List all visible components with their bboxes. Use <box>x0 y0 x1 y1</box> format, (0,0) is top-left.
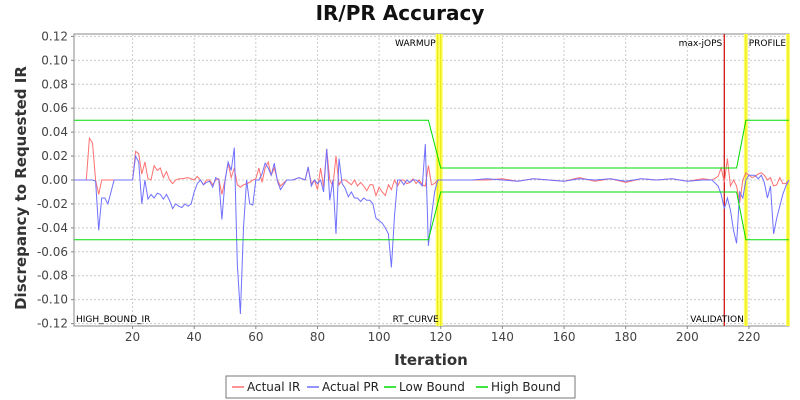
marker-label: VALIDATION <box>690 315 744 325</box>
y-tick-label: 0.10 <box>41 53 68 67</box>
x-tick-label: 20 <box>125 330 140 344</box>
corner-label: HIGH_BOUND_IR <box>76 315 150 325</box>
marker-label: WARMUP <box>395 39 436 49</box>
x-tick-label: 100 <box>368 330 391 344</box>
y-tick-label: -0.12 <box>37 317 68 331</box>
y-tick-label: 0.08 <box>41 77 68 91</box>
series-line <box>74 144 790 315</box>
series-line <box>74 191 789 241</box>
x-tick-label: 120 <box>429 330 452 344</box>
tick-labels: -0.12 -0.10 -0.08 -0.06 -0.04 -0.02 0.00 0.02 0.… <box>37 29 760 344</box>
marker-label: PROFILE <box>749 39 787 49</box>
x-tick-label: 80 <box>310 330 325 344</box>
y-tick-label: -0.02 <box>37 197 68 211</box>
y-axis-title: Discrepancy to Requested IR <box>12 66 30 310</box>
x-axis-title: Iteration <box>394 351 468 369</box>
x-tick-label: 40 <box>187 330 202 344</box>
y-tick-label: 0.06 <box>41 101 68 115</box>
legend-entry: High Bound <box>491 380 561 394</box>
legend-entry: Low Bound <box>399 380 465 394</box>
y-tick-label: -0.06 <box>37 245 68 259</box>
x-tick-label: 160 <box>553 330 576 344</box>
legend: Actual IR Actual PR Low Bound High Bound <box>225 375 576 399</box>
x-tick-label: 60 <box>248 330 263 344</box>
marker-label: max-jOPS <box>679 39 723 49</box>
x-tick-label: 180 <box>614 330 637 344</box>
y-tick-label: -0.04 <box>37 221 68 235</box>
legend-entry: Actual IR <box>247 380 300 394</box>
y-tick-label: 0.02 <box>41 149 68 163</box>
y-tick-label: -0.10 <box>37 293 68 307</box>
chart-title: IR/PR Accuracy <box>316 1 485 25</box>
x-tick-label: 220 <box>737 330 760 344</box>
x-tick-label: 140 <box>491 330 514 344</box>
series-lines <box>74 119 790 315</box>
series-line <box>74 119 789 169</box>
y-tick-label: 0.12 <box>41 29 68 43</box>
marker-label: RT_CURVE <box>393 315 439 325</box>
y-tick-label: 0.00 <box>41 173 68 187</box>
legend-box <box>225 375 576 399</box>
y-tick-label: -0.08 <box>37 269 68 283</box>
legend-entry: Actual PR <box>322 380 379 394</box>
y-tick-label: 0.04 <box>41 125 68 139</box>
x-tick-label: 200 <box>676 330 699 344</box>
